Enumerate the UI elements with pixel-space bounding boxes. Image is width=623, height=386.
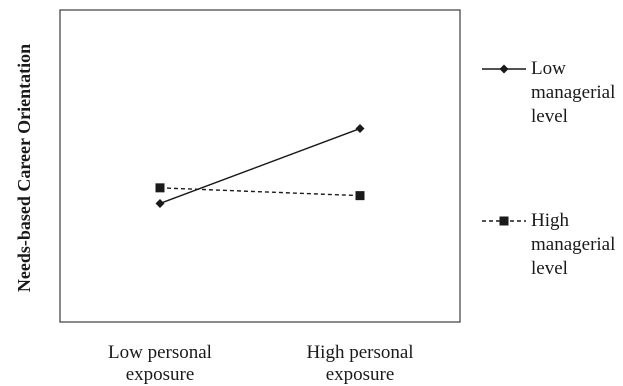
x-tick-label-0: Low personal exposure [108,342,212,385]
legend-item-0-label-line-0: Low [531,58,566,79]
legend-item-0-label-line-1: managerial [531,82,615,103]
series-0-point-1 [355,124,365,134]
legend-item-0-label-line-2: level [531,106,568,127]
legend-item-1: High managerial level [482,210,615,279]
x-tick-label-0-line-0: Low personal [108,342,212,363]
x-tick-label-0-line-1: exposure [126,364,195,385]
legend-item-1-label-line-2: level [531,258,568,279]
legend-item-0-marker [499,64,509,74]
series-0 [155,124,365,208]
legend-item-1-label-line-0: High [531,210,570,231]
x-tick-label-1: High personal exposure [306,342,413,385]
series-0-point-0 [155,198,165,208]
legend-item-1-label: High managerial level [531,210,615,279]
x-tick-label-1-line-1: exposure [326,364,395,385]
series-1-line [159,187,361,197]
legend-item-1-marker [499,216,509,226]
legend: Low managerial level High managerial level [482,58,615,279]
series-1-point-1 [355,191,365,201]
y-axis-label: Needs-based Career Orientation [14,44,34,292]
series-layer [155,124,365,208]
legend-item-1-label-line-1: managerial [531,234,615,255]
series-1-point-0 [155,183,165,193]
legend-item-0: Low managerial level [482,58,615,127]
legend-item-0-label: Low managerial level [531,58,615,127]
series-0-line [159,127,361,205]
x-tick-label-1-line-0: High personal [306,342,413,363]
series-1 [155,183,365,201]
